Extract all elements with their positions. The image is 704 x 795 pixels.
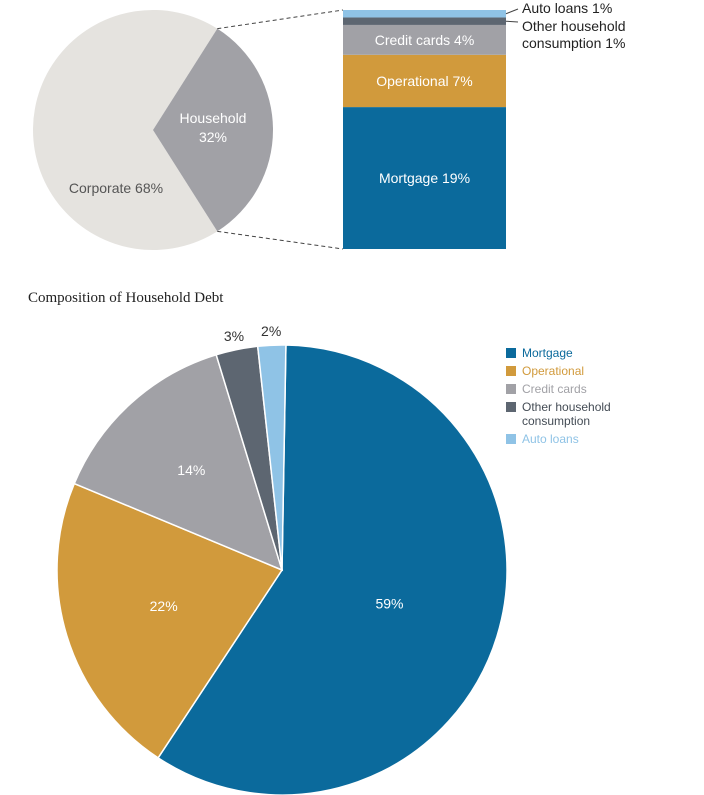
legend-item: Auto loans (506, 432, 652, 446)
overview-pie-chart: Corporate 68% Household 32% (33, 9, 273, 250)
bar-segment-label-1: Operational 7% (376, 73, 473, 89)
legend-swatch (506, 434, 516, 444)
bar-leader-line-3 (505, 20, 519, 23)
pie-slice-auto-loans (256, 344, 287, 571)
chart-title: Composition of Household Debt (28, 290, 224, 306)
legend-item: Mortgage (506, 346, 652, 360)
pie-slice-operational (56, 482, 284, 759)
pie-data-label-2: 14% (177, 462, 205, 478)
bar-segment-1 (343, 54, 506, 108)
bar-segment-0 (343, 107, 506, 249)
bar-segment-4 (343, 10, 506, 18)
legend-label: Auto loans (522, 432, 579, 446)
connector-line-top (217, 9, 344, 30)
breakdown-connector-lines (217, 9, 344, 250)
legend-label: Credit cards (522, 382, 587, 396)
pie-data-label-3: 3% (224, 328, 244, 344)
legend-label: Mortgage (522, 346, 573, 360)
legend-label: Other household consumption (522, 400, 611, 428)
bar-segment-label-2: Credit cards 4% (375, 32, 475, 48)
pie-data-label-0: 59% (375, 595, 403, 611)
legend-item: Other household consumption (506, 400, 652, 428)
legend-swatch (506, 366, 516, 376)
bar-segment-2 (343, 24, 506, 55)
bar-segment-label-4: Auto loans 1% (522, 0, 612, 16)
legend: Mortgage Operational Credit cards Other hou… (506, 346, 652, 450)
pie-slice-label-household: Household 32% (180, 110, 247, 145)
bar-segment-label-0: Mortgage 19% (379, 170, 470, 186)
household-debt-pie-chart: 59% 22% 14% 3% 2% (56, 323, 508, 795)
pie-data-label-4: 2% (261, 323, 281, 339)
pie-data-label-1: 22% (150, 598, 178, 614)
connector-line-bottom (217, 230, 344, 250)
bar-segment-label-3: Other household consumption 1% (522, 18, 626, 51)
pie-slice-corporate (33, 9, 218, 250)
household-breakdown-stacked-bar: Mortgage 19% Operational 7% Credit cards 4… (343, 0, 626, 249)
legend-item: Operational (506, 364, 652, 378)
pie-slice-household (153, 28, 273, 232)
bar-segment-3 (343, 17, 506, 25)
pie-slice-credit-cards (73, 353, 284, 572)
bar-leader-line-4 (505, 8, 519, 15)
pie-slice-label-corporate: Corporate 68% (69, 180, 163, 196)
legend-item: Credit cards (506, 382, 652, 396)
legend-swatch (506, 402, 516, 412)
legend-swatch (506, 384, 516, 394)
legend-swatch (506, 348, 516, 358)
legend-label: Operational (522, 364, 585, 378)
